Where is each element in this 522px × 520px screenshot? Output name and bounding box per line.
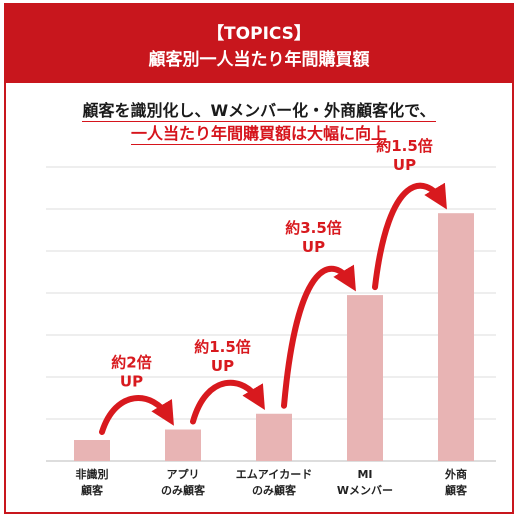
panel-title: 顧客別一人当たり年間購買額 [148,50,370,70]
x-tick-label: 顧客 [81,483,104,497]
growth-annotation-label: 約2倍 [111,354,151,372]
growth-arrow [281,264,356,409]
header-banner: 【TOPICS】 顧客別一人当たり年間購買額 [6,5,512,83]
x-tick-label: Wメンバー [337,484,393,497]
x-tick-label: 外商 [444,467,467,481]
subtitle-line-2: 一人当たり年間購買額は大幅に向上 [130,124,387,145]
bar [347,295,383,461]
bar [438,213,474,461]
growth-annotation-label: 約1.5倍 [376,137,433,155]
growth-annotation-label: UP [120,373,143,391]
x-tick-label: MI [357,468,372,481]
bar [74,440,110,461]
growth-arrow [190,379,265,425]
growth-arrow [99,395,174,435]
x-tick-label: のみ顧客 [161,483,206,497]
growth-annotation-label: UP [393,156,416,174]
bar [256,413,292,461]
topics-tag: 【TOPICS】 [207,24,311,44]
x-tick-label: 非識別 [76,467,109,481]
x-tick-label: アプリ [167,467,200,481]
subtitle-line-1: 顧客を識別化し、Wメンバー化・外商顧客化で、 [82,101,436,122]
bar [165,429,201,461]
growth-annotation-label: UP [211,357,234,375]
x-tick-label: エムアイカード [236,468,312,481]
growth-annotation-label: 約3.5倍 [285,219,342,237]
growth-annotation-label: 約1.5倍 [194,338,251,356]
topics-panel: 【TOPICS】 顧客別一人当たり年間購買額 顧客を識別化し、Wメンバー化・外商… [4,3,514,514]
x-tick-label: のみ顧客 [252,483,297,497]
x-tick-label: 顧客 [445,483,468,497]
growth-annotation-label: UP [302,238,325,256]
growth-arrow [372,182,447,291]
